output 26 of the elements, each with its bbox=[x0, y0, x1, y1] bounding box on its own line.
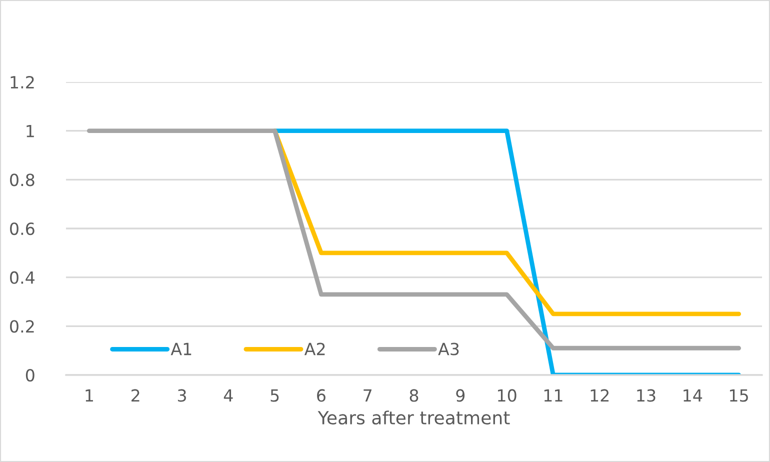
x-tick-label: 10 bbox=[498, 389, 516, 402]
x-tick-label: 9 bbox=[456, 389, 465, 402]
y-tick-label: 0 bbox=[26, 368, 34, 382]
x-tick-label: 13 bbox=[637, 389, 656, 402]
x-tick-label: 5 bbox=[270, 389, 279, 402]
x-tick-label: 4 bbox=[224, 389, 233, 402]
legend-label: A2 bbox=[304, 342, 325, 356]
x-tick-label: 15 bbox=[730, 389, 748, 402]
y-tick-label: 0.6 bbox=[10, 222, 34, 236]
x-axis-title: Years after treatment bbox=[318, 410, 510, 425]
x-tick-label: 12 bbox=[590, 389, 609, 402]
y-tick-label: 1.2 bbox=[10, 76, 34, 88]
y-tick-label: 0.4 bbox=[10, 271, 35, 284]
x-tick-label: 11 bbox=[544, 389, 562, 402]
x-tick-label: 8 bbox=[410, 389, 418, 402]
legend-label: A1 bbox=[170, 342, 192, 356]
legend-label: A3 bbox=[438, 342, 459, 356]
x-tick-label: 6 bbox=[317, 389, 326, 402]
x-tick-label: 7 bbox=[364, 389, 372, 402]
x-tick-label: 3 bbox=[178, 389, 186, 402]
x-tick-label: 2 bbox=[132, 389, 140, 402]
y-tick-label: 0.8 bbox=[10, 174, 34, 186]
y-tick-label: 0.2 bbox=[10, 320, 34, 333]
x-tick-label: 1 bbox=[86, 389, 93, 402]
x-tick-label: 14 bbox=[684, 389, 702, 402]
y-tick-label: 1 bbox=[26, 125, 34, 138]
